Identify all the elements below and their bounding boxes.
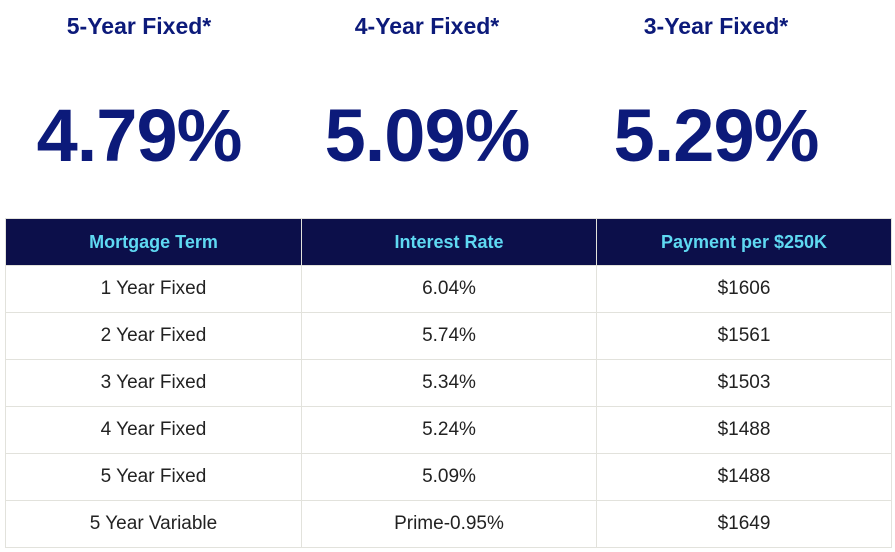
table-row: 2 Year Fixed 5.74% $1561 (5, 312, 892, 360)
feature-rate: 5.09% (324, 94, 531, 177)
rate-cell: Prime-0.95% (301, 500, 597, 548)
table-row: 1 Year Fixed 6.04% $1606 (5, 265, 892, 313)
rate-cell: 5.34% (301, 359, 597, 407)
feature-label: 5-Year Fixed* (66, 13, 212, 39)
term-cell: 4 Year Fixed (5, 406, 302, 454)
table-row: 5 Year Fixed 5.09% $1488 (5, 453, 892, 501)
payment-cell: $1606 (596, 265, 892, 313)
feature-label: 4-Year Fixed* (354, 13, 500, 39)
term-cell: 2 Year Fixed (5, 312, 302, 360)
table-row: 3 Year Fixed 5.34% $1503 (5, 359, 892, 407)
feature-label: 3-Year Fixed* (643, 13, 789, 39)
table-row: 5 Year Variable Prime-0.95% $1649 (5, 500, 892, 548)
term-cell: 5 Year Variable (5, 500, 302, 548)
rate-cell: 5.74% (301, 312, 597, 360)
payment-cell: $1503 (596, 359, 892, 407)
term-cell: 3 Year Fixed (5, 359, 302, 407)
payment-cell: $1488 (596, 406, 892, 454)
rate-cell: 5.24% (301, 406, 597, 454)
table-header-row: Mortgage Term Interest Rate Payment per … (5, 218, 892, 266)
payment-cell: $1488 (596, 453, 892, 501)
table-row: 4 Year Fixed 5.24% $1488 (5, 406, 892, 454)
term-cell: 1 Year Fixed (5, 265, 302, 313)
feature-rate: 4.79% (36, 94, 243, 177)
term-cell: 5 Year Fixed (5, 453, 302, 501)
mortgage-rates-table: Mortgage Term Interest Rate Payment per … (5, 218, 892, 548)
payment-cell: $1649 (596, 500, 892, 548)
rate-cell: 5.09% (301, 453, 597, 501)
feature-rate: 5.29% (613, 94, 820, 177)
column-header-interest-rate: Interest Rate (301, 218, 597, 266)
column-header-payment: Payment per $250K (596, 218, 892, 266)
column-header-mortgage-term: Mortgage Term (5, 218, 302, 266)
payment-cell: $1561 (596, 312, 892, 360)
rate-cell: 6.04% (301, 265, 597, 313)
